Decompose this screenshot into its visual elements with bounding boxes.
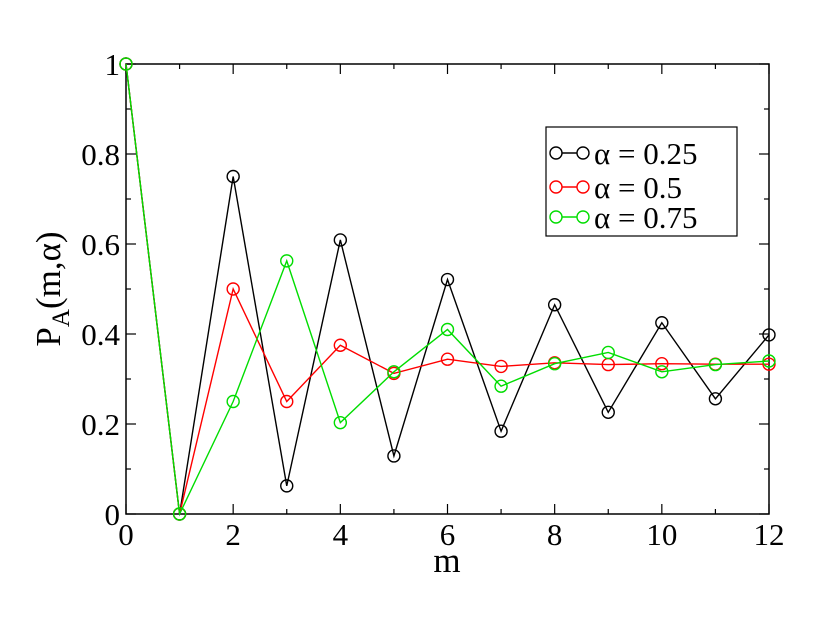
data-point — [280, 254, 294, 268]
data-point — [226, 282, 240, 296]
legend-marker — [576, 180, 590, 194]
y-axis-label-rest: (m,α) — [29, 231, 68, 309]
legend-marker — [576, 146, 590, 160]
data-point — [601, 405, 615, 419]
y-axis-label-main: P — [29, 327, 68, 346]
data-point — [387, 365, 401, 379]
y-tick-label: 0.2 — [81, 407, 120, 442]
data-point — [226, 394, 240, 409]
svg-text:PA(m,α): PA(m,α) — [29, 231, 75, 346]
legend-marker — [549, 146, 563, 160]
data-point — [494, 424, 508, 438]
legend-marker — [576, 210, 590, 224]
series-group — [119, 57, 776, 521]
data-point — [655, 316, 669, 330]
data-point — [547, 298, 562, 312]
data-point — [655, 357, 669, 371]
data-point — [119, 57, 133, 71]
data-point — [440, 352, 455, 366]
series-3 — [119, 57, 776, 521]
series-line — [125, 63, 770, 515]
data-point — [440, 322, 455, 337]
data-point — [762, 354, 776, 368]
y-axis-label: PA(m,α) — [29, 231, 75, 346]
data-point — [762, 328, 776, 342]
legend-label: α = 0.75 — [594, 200, 697, 235]
data-point — [280, 394, 294, 409]
x-tick-label: 10 — [646, 517, 677, 552]
y-tick-label: 1 — [105, 47, 121, 82]
x-tick-label: 12 — [754, 517, 785, 552]
data-point — [494, 359, 508, 374]
data-point — [226, 169, 240, 184]
y-tick-label: 0.4 — [81, 317, 120, 352]
data-point — [708, 357, 723, 372]
y-axis-label-subscript: A — [48, 309, 75, 327]
y-tick-label: 0.8 — [81, 137, 120, 172]
y-tick-label: 0.6 — [81, 227, 120, 262]
legend-marker — [549, 180, 563, 194]
data-point — [333, 233, 348, 247]
x-tick-label: 4 — [333, 517, 349, 552]
x-axis-label: m — [433, 541, 460, 580]
legend-label: α = 0.5 — [594, 170, 682, 205]
legend-label: α = 0.25 — [594, 136, 697, 171]
data-point — [172, 507, 187, 521]
data-point — [280, 479, 294, 493]
series-line — [125, 63, 770, 517]
series-line — [125, 63, 769, 515]
x-tick-label: 6 — [440, 517, 456, 552]
axis-ticks: 0 2 4 6 8 10 12 0 0.2 0.4 0.6 0.8 1 — [81, 47, 784, 552]
data-point — [333, 415, 348, 430]
data-point — [655, 365, 669, 379]
x-tick-label: 2 — [225, 517, 241, 552]
legend-marker — [549, 210, 563, 224]
data-point — [440, 272, 455, 287]
data-point — [601, 345, 615, 360]
data-point — [494, 379, 508, 393]
data-point — [333, 338, 348, 352]
y-tick-label: 0 — [105, 497, 121, 532]
data-point — [547, 357, 562, 371]
legend: α = 0.25α = 0.5α = 0.75 — [545, 126, 738, 237]
x-tick-label: 8 — [547, 517, 563, 552]
data-point — [387, 449, 401, 463]
data-point — [762, 357, 776, 371]
data-point — [708, 392, 723, 406]
x-tick-label: 0 — [118, 517, 134, 552]
